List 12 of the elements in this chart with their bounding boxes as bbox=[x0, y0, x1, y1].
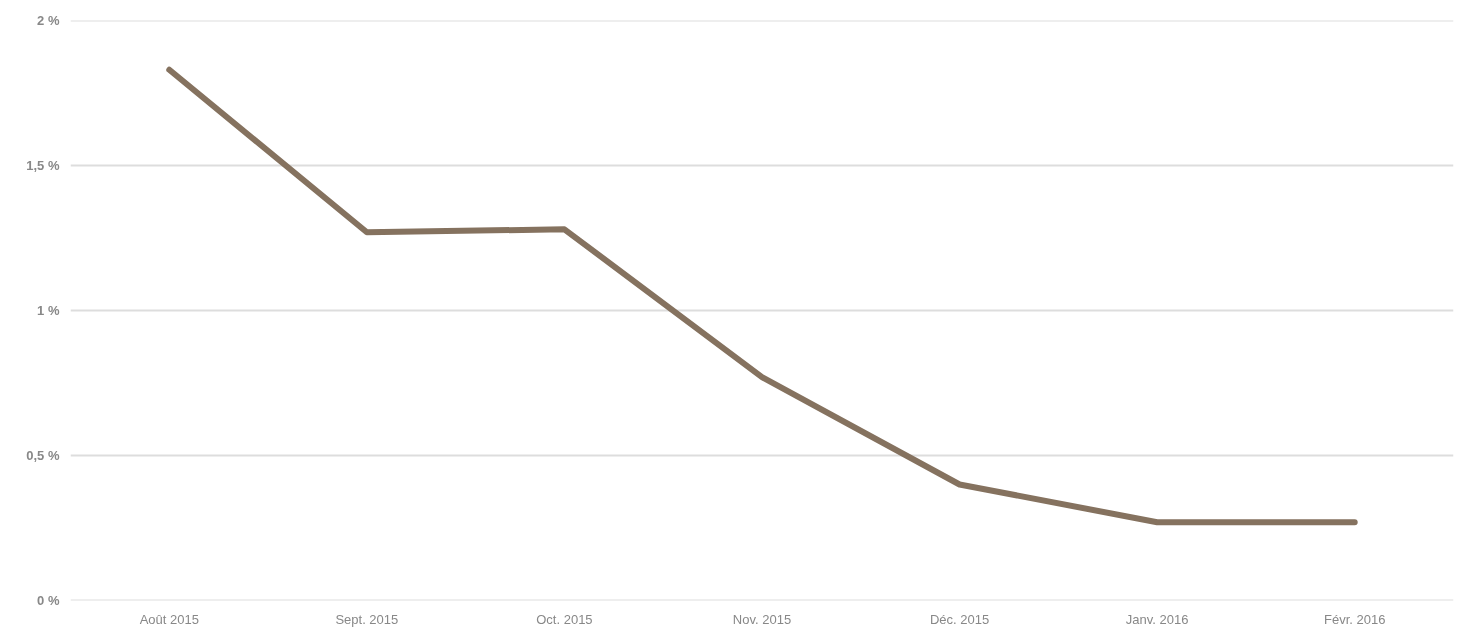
y-tick-label: 0 % bbox=[37, 593, 60, 608]
y-tick-label: 2 % bbox=[37, 13, 60, 28]
x-tick-label: Oct. 2015 bbox=[536, 611, 593, 627]
x-tick-label: Nov. 2015 bbox=[732, 611, 792, 627]
x-tick-label: Sept. 2015 bbox=[335, 611, 399, 627]
y-tick-label: 1,5 % bbox=[26, 158, 60, 173]
y-tick-label: 1 % bbox=[37, 303, 60, 318]
x-tick-label: Févr. 2016 bbox=[1324, 611, 1386, 627]
y-tick-label: 0,5 % bbox=[26, 448, 60, 463]
x-tick-label: Janv. 2016 bbox=[1125, 611, 1189, 627]
x-tick-label: Août 2015 bbox=[139, 611, 199, 627]
x-tick-label: Déc. 2015 bbox=[929, 611, 990, 627]
